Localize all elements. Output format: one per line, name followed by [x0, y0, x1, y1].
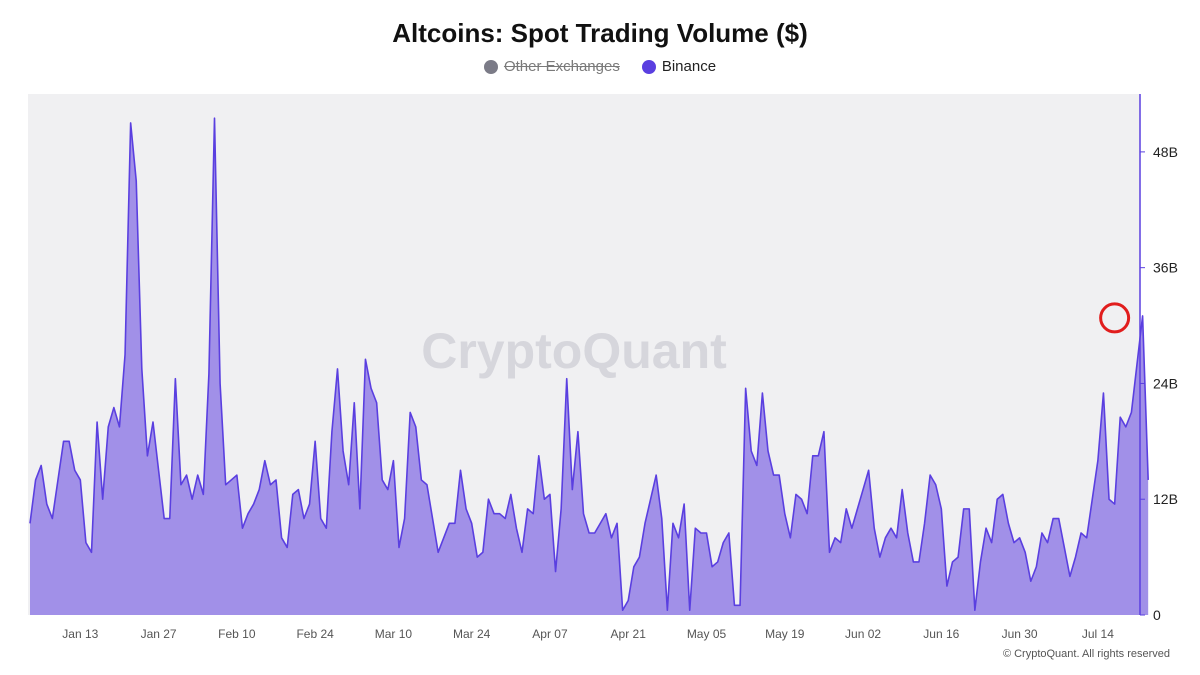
- x-tick-label: Jun 30: [1002, 627, 1038, 641]
- y-tick-label: 12B: [1153, 491, 1178, 507]
- legend-marker-binance: [641, 59, 656, 74]
- x-tick-label: May 05: [687, 627, 727, 641]
- y-tick-label: 24B: [1153, 375, 1178, 391]
- series-line-binance: [29, 117, 1149, 611]
- x-tick-label: Jun 16: [923, 627, 959, 641]
- legend-item-other-exchanges[interactable]: Other Exchanges: [483, 58, 620, 75]
- copyright-footer: © CryptoQuant. All rights reserved: [1002, 648, 1170, 660]
- highlight-circle: [1099, 302, 1131, 334]
- chart-title: Altcoins: Spot Trading Volume ($): [392, 18, 808, 48]
- x-tick-label: Apr 21: [611, 627, 647, 641]
- legend-label-other-exchanges: Other Exchanges: [503, 58, 620, 75]
- x-tick-label: Jun 02: [845, 627, 881, 641]
- series-area-binance: [30, 118, 1149, 616]
- x-tick-label: Feb 10: [218, 627, 256, 641]
- x-tick-label: Feb 24: [296, 627, 334, 641]
- x-tick-label: Jan 27: [141, 627, 177, 641]
- x-tick-label: Jul 14: [1082, 627, 1114, 641]
- x-tick-label: Jan 13: [62, 627, 98, 641]
- legend-item-binance[interactable]: Binance: [641, 58, 717, 75]
- chart-legend: Other Exchanges Binance: [0, 58, 1200, 75]
- y-tick-label: 36B: [1153, 260, 1178, 276]
- legend-label-binance: Binance: [661, 58, 717, 75]
- x-tick-label: Mar 10: [375, 627, 413, 641]
- y-tick-label: 48B: [1153, 144, 1178, 160]
- legend-marker-other-exchanges: [483, 59, 498, 74]
- x-tick-label: Mar 24: [453, 627, 491, 641]
- y-tick-label: 0: [1153, 607, 1161, 623]
- x-tick-label: Apr 07: [532, 627, 568, 641]
- watermark-text: CryptoQuant: [421, 323, 727, 379]
- x-tick-label: May 19: [765, 627, 805, 641]
